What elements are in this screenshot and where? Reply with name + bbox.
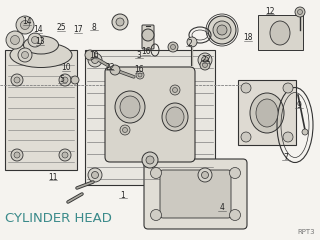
Circle shape [116,18,124,26]
Ellipse shape [270,21,290,45]
Text: 7: 7 [284,152,288,162]
Ellipse shape [256,99,278,127]
Circle shape [21,52,28,59]
Circle shape [202,172,209,179]
Circle shape [11,149,23,161]
Circle shape [16,16,34,34]
Circle shape [92,56,99,64]
Text: 5: 5 [60,76,64,84]
Circle shape [283,83,293,93]
Circle shape [31,36,38,43]
Circle shape [142,29,154,41]
Text: 18: 18 [243,34,253,42]
Circle shape [241,132,251,142]
FancyBboxPatch shape [105,67,195,162]
Circle shape [213,21,231,39]
Circle shape [171,44,175,49]
Circle shape [88,53,102,67]
Circle shape [198,53,212,67]
Circle shape [150,168,162,179]
Bar [258,15,303,50]
Circle shape [217,25,227,35]
Text: 10: 10 [61,64,71,72]
Text: 14: 14 [33,25,43,35]
Circle shape [14,152,20,158]
Circle shape [170,85,180,95]
Ellipse shape [23,36,59,54]
Text: 16: 16 [141,48,151,56]
Text: 4: 4 [220,204,224,212]
Circle shape [150,210,162,221]
Circle shape [295,7,305,17]
Text: 14: 14 [22,18,32,26]
Circle shape [59,74,71,86]
Circle shape [241,83,251,93]
Text: 22: 22 [201,55,211,65]
Circle shape [208,16,236,44]
Text: 16: 16 [134,66,144,74]
Circle shape [203,62,207,67]
Ellipse shape [162,103,188,131]
Bar [5,50,77,170]
Ellipse shape [166,107,184,127]
Circle shape [92,172,99,179]
Circle shape [168,42,178,52]
FancyBboxPatch shape [144,159,247,229]
Bar [85,50,215,185]
Bar [238,80,296,145]
Circle shape [11,74,23,86]
Ellipse shape [120,96,140,118]
Circle shape [28,33,42,47]
Text: 12: 12 [265,6,275,16]
Circle shape [172,88,178,92]
Text: 17: 17 [73,25,83,35]
Ellipse shape [250,93,284,133]
Circle shape [229,210,241,221]
Circle shape [59,149,71,161]
Circle shape [202,56,209,64]
Circle shape [62,77,68,83]
Text: 3: 3 [137,50,141,60]
Circle shape [112,14,128,30]
Circle shape [14,77,20,83]
Text: 8: 8 [92,23,96,31]
Circle shape [142,152,158,168]
Circle shape [62,152,68,158]
Circle shape [302,129,308,135]
Circle shape [229,168,241,179]
Text: 2: 2 [188,38,192,48]
FancyBboxPatch shape [142,25,154,49]
Text: 9: 9 [297,101,301,109]
Text: 25: 25 [56,24,66,32]
Circle shape [6,31,24,49]
Circle shape [88,168,102,182]
Circle shape [146,156,154,164]
Text: 1: 1 [121,191,125,199]
Text: 10: 10 [89,50,99,60]
Text: 22: 22 [105,62,115,72]
FancyBboxPatch shape [160,170,231,218]
Circle shape [138,73,142,77]
Circle shape [71,76,79,84]
Circle shape [298,10,302,14]
Circle shape [110,65,120,75]
Circle shape [136,71,144,79]
Ellipse shape [10,42,72,67]
Ellipse shape [115,91,145,123]
Circle shape [187,37,197,47]
Circle shape [200,60,210,70]
Circle shape [283,132,293,142]
Text: CYLINDER HEAD: CYLINDER HEAD [5,211,112,224]
Circle shape [120,125,130,135]
Circle shape [18,48,32,62]
Text: 11: 11 [48,173,58,181]
Circle shape [123,127,127,132]
Circle shape [11,36,20,44]
Circle shape [198,168,212,182]
Circle shape [20,20,29,30]
Text: 13: 13 [35,37,45,47]
Text: RPT3: RPT3 [297,229,315,235]
Circle shape [85,50,95,60]
